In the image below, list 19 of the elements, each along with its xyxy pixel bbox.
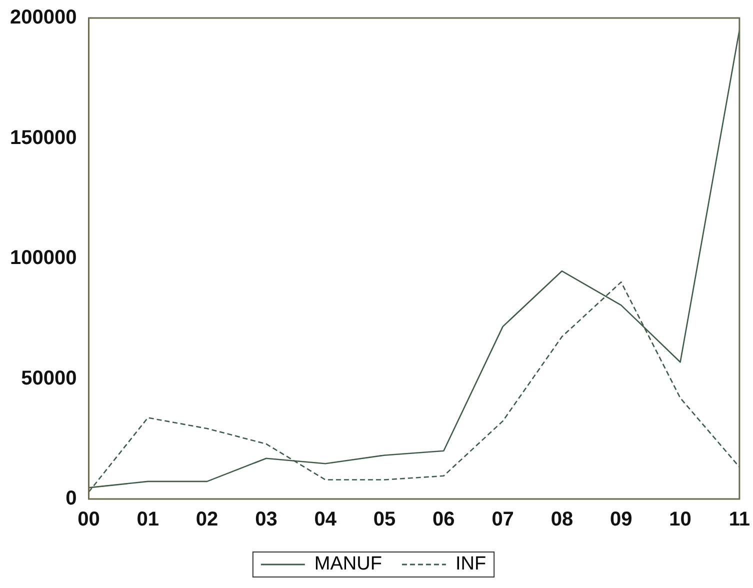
y-tick-label: 200000 (10, 6, 77, 29)
x-tick-label: 08 (550, 508, 574, 531)
x-tick-label: 10 (669, 508, 692, 531)
x-tick-label: 00 (78, 508, 100, 531)
x-tick-label: 05 (373, 508, 396, 531)
x-tick-label: 11 (728, 508, 750, 531)
x-tick-label: 02 (196, 508, 218, 531)
x-tick-label: 07 (492, 508, 514, 531)
legend-label: INF (455, 554, 486, 575)
x-tick-label: 04 (314, 508, 338, 531)
y-tick-label: 150000 (10, 126, 77, 149)
y-tick-label: 0 (66, 488, 77, 510)
x-tick-label: 03 (255, 508, 278, 531)
x-tick-label: 09 (610, 508, 632, 531)
x-tick-label: 01 (136, 508, 160, 531)
x-tick-label: 06 (432, 508, 455, 531)
y-tick-label: 50000 (21, 367, 77, 390)
legend-label: MANUF (314, 554, 382, 575)
y-tick-label: 100000 (10, 247, 77, 270)
